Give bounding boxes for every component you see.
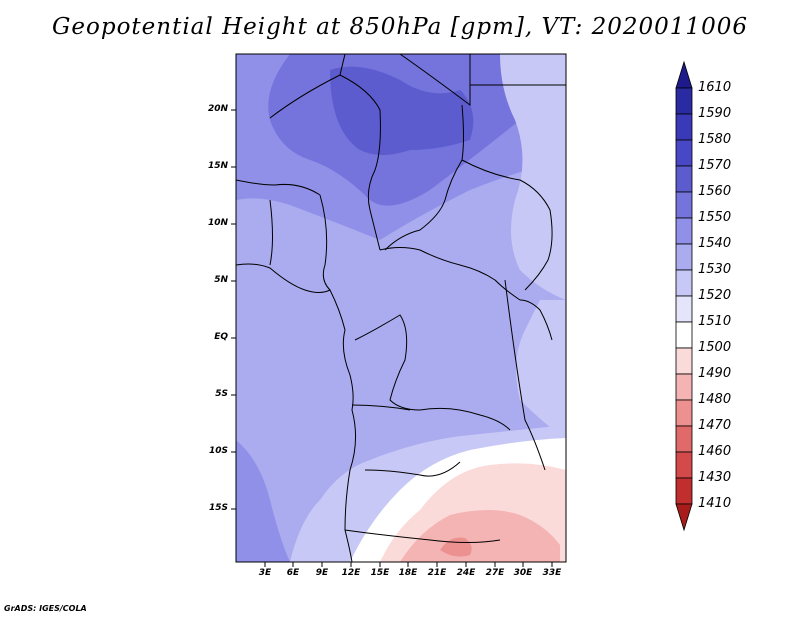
lon-label: 12E xyxy=(341,568,361,578)
lon-label: 27E xyxy=(485,568,505,578)
colorbar-label: 1610 xyxy=(698,80,732,95)
colorbar-swatch xyxy=(675,451,693,479)
colorbar-swatch xyxy=(675,295,693,323)
lon-label: 30E xyxy=(513,568,533,578)
lon-label: 15E xyxy=(370,568,390,578)
map-frame xyxy=(235,53,567,563)
colorbar-swatch xyxy=(675,373,693,401)
colorbar-swatch xyxy=(675,139,693,167)
colorbar-swatch xyxy=(675,243,693,271)
lon-label: 9E xyxy=(315,568,329,578)
colorbar-swatch xyxy=(675,165,693,193)
colorbar-swatch xyxy=(675,87,693,115)
colorbar-swatch xyxy=(675,425,693,453)
axis-ticks xyxy=(231,109,553,567)
colorbar-swatch xyxy=(675,399,693,427)
credit-text: GrADS: IGES/COLA xyxy=(4,604,87,613)
colorbar-label: 1510 xyxy=(698,314,732,329)
colorbar-swatch xyxy=(675,217,693,245)
colorbar-label: 1530 xyxy=(698,262,732,277)
colorbar-swatch xyxy=(675,321,693,349)
lat-label: EQ xyxy=(214,332,228,342)
colorbar-swatch xyxy=(675,477,693,505)
colorbar-swatch xyxy=(675,269,693,297)
colorbar-label: 1470 xyxy=(698,418,732,433)
lat-label: 15N xyxy=(207,161,228,171)
lon-label: 6E xyxy=(286,568,300,578)
colorbar-label: 1590 xyxy=(698,106,732,121)
boundaries xyxy=(236,54,566,562)
lat-label: 10S xyxy=(208,446,228,456)
colorbar-label: 1540 xyxy=(698,236,732,251)
lon-label: 24E xyxy=(456,568,476,578)
lat-label: 5N xyxy=(214,275,228,285)
colorbar-label: 1490 xyxy=(698,366,732,381)
colorbar-label: 1570 xyxy=(698,158,732,173)
colorbar-swatch xyxy=(675,347,693,375)
colorbar-swatch xyxy=(675,113,693,141)
colorbar-arrow-top xyxy=(675,60,693,89)
lat-label: 15S xyxy=(208,503,228,513)
colorbar-label: 1580 xyxy=(698,132,732,147)
lon-label: 21E xyxy=(427,568,447,578)
lat-label: 20N xyxy=(207,104,228,114)
colorbar-label: 1460 xyxy=(698,444,732,459)
colorbar-label: 1430 xyxy=(698,470,732,485)
colorbar-label: 1410 xyxy=(698,496,732,511)
colorbar xyxy=(675,60,693,532)
height-field xyxy=(236,54,566,562)
colorbar-label: 1550 xyxy=(698,210,732,225)
lon-label: 18E xyxy=(398,568,418,578)
lat-label: 10N xyxy=(207,218,228,228)
map-title: Geopotential Height at 850hPa [gpm], VT:… xyxy=(52,14,748,40)
lat-label: 5S xyxy=(215,389,228,399)
colorbar-arrow-bottom xyxy=(675,503,693,532)
lon-label: 33E xyxy=(542,568,562,578)
lon-label: 3E xyxy=(258,568,272,578)
colorbar-swatch xyxy=(675,191,693,219)
colorbar-label: 1520 xyxy=(698,288,732,303)
colorbar-label: 1480 xyxy=(698,392,732,407)
colorbar-label: 1560 xyxy=(698,184,732,199)
colorbar-label: 1500 xyxy=(698,340,732,355)
